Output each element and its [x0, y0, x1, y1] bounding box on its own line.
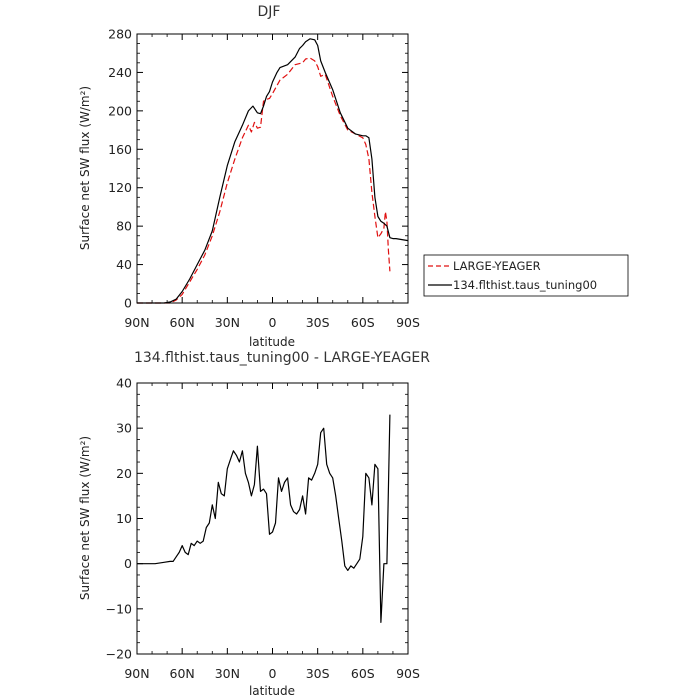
- bottom-x-axis-label: latitude: [249, 684, 295, 698]
- legend-label-large-yeager: LARGE-YEAGER: [453, 259, 541, 273]
- bottom-series-line-0: [137, 414, 391, 624]
- top-series-line-1: [137, 38, 409, 304]
- top-x-axis-label: latitude: [249, 335, 295, 349]
- bottom-x-tick-label: 60S: [351, 666, 375, 681]
- bottom-x-tick-label: 90S: [396, 666, 420, 681]
- top-y-tick-labels: 0 40 80 120 160 200 240 280: [108, 27, 132, 311]
- bottom-y-tick-label: −10: [106, 601, 132, 616]
- top-x-tick-label: 30S: [306, 315, 330, 330]
- bottom-x-tick-label: 60N: [170, 666, 195, 681]
- bottom-series-lines: [137, 414, 391, 624]
- top-series-line-0: [137, 57, 391, 304]
- top-y-tick-label: 200: [108, 103, 132, 118]
- bottom-plot-frame: [136, 382, 409, 655]
- bottom-y-tick-label: 10: [116, 511, 132, 526]
- bottom-x-tick-label: 30N: [215, 666, 240, 681]
- top-chart-title: DJF: [258, 4, 281, 20]
- bottom-axis-ticks: [136, 382, 409, 655]
- legend-box: [423, 254, 629, 297]
- top-x-tick-label: 60S: [351, 315, 375, 330]
- bottom-chart-title: 134.flthist.taus_tuning00 - LARGE-YEAGER: [134, 350, 430, 366]
- bottom-y-tick-label: −20: [106, 647, 132, 662]
- legend: LARGE-YEAGER 134.flthist.taus_tuning00: [423, 254, 629, 297]
- top-axis-ticks: [136, 33, 409, 304]
- top-x-tick-label: 30N: [215, 315, 240, 330]
- bottom-y-tick-label: 0: [124, 556, 132, 571]
- top-y-tick-label: 0: [124, 296, 132, 311]
- top-x-tick-label: 90N: [124, 315, 149, 330]
- legend-label-tuning00: 134.flthist.taus_tuning00: [453, 278, 597, 292]
- top-y-tick-label: 240: [108, 65, 132, 80]
- top-x-tick-labels: 90N 60N 30N 0 30S 60S 90S: [124, 315, 420, 330]
- top-y-tick-label: 40: [116, 257, 132, 272]
- top-x-tick-label: 90S: [396, 315, 420, 330]
- top-y-tick-label: 80: [116, 219, 132, 234]
- bottom-panel: 134.flthist.taus_tuning00 - LARGE-YEAGER…: [78, 350, 430, 698]
- bottom-x-tick-label: 90N: [124, 666, 149, 681]
- top-x-tick-label: 60N: [170, 315, 195, 330]
- bottom-x-tick-label: 30S: [306, 666, 330, 681]
- top-plot-frame: [136, 33, 409, 304]
- bottom-y-tick-label: 30: [116, 421, 132, 436]
- bottom-y-axis-label: Surface net SW flux (W/m²): [78, 436, 92, 600]
- bottom-x-tick-labels: 90N 60N 30N 0 30S 60S 90S: [124, 666, 420, 681]
- top-y-axis-label: Surface net SW flux (W/m²): [78, 86, 92, 250]
- bottom-y-tick-labels: −20 −10 0 10 20 30 40: [106, 376, 132, 662]
- top-y-tick-label: 160: [108, 142, 132, 157]
- top-series-lines: [137, 38, 409, 304]
- top-y-tick-label: 280: [108, 27, 132, 42]
- bottom-y-tick-label: 20: [116, 466, 132, 481]
- top-x-tick-label: 0: [269, 315, 277, 330]
- top-panel: DJF 0 40 80 120 160 200 240 280 90N 60N 30N 0 30S 60…: [78, 4, 629, 349]
- top-y-tick-label: 120: [108, 180, 132, 195]
- bottom-x-tick-label: 0: [269, 666, 277, 681]
- bottom-y-tick-label: 40: [116, 376, 132, 391]
